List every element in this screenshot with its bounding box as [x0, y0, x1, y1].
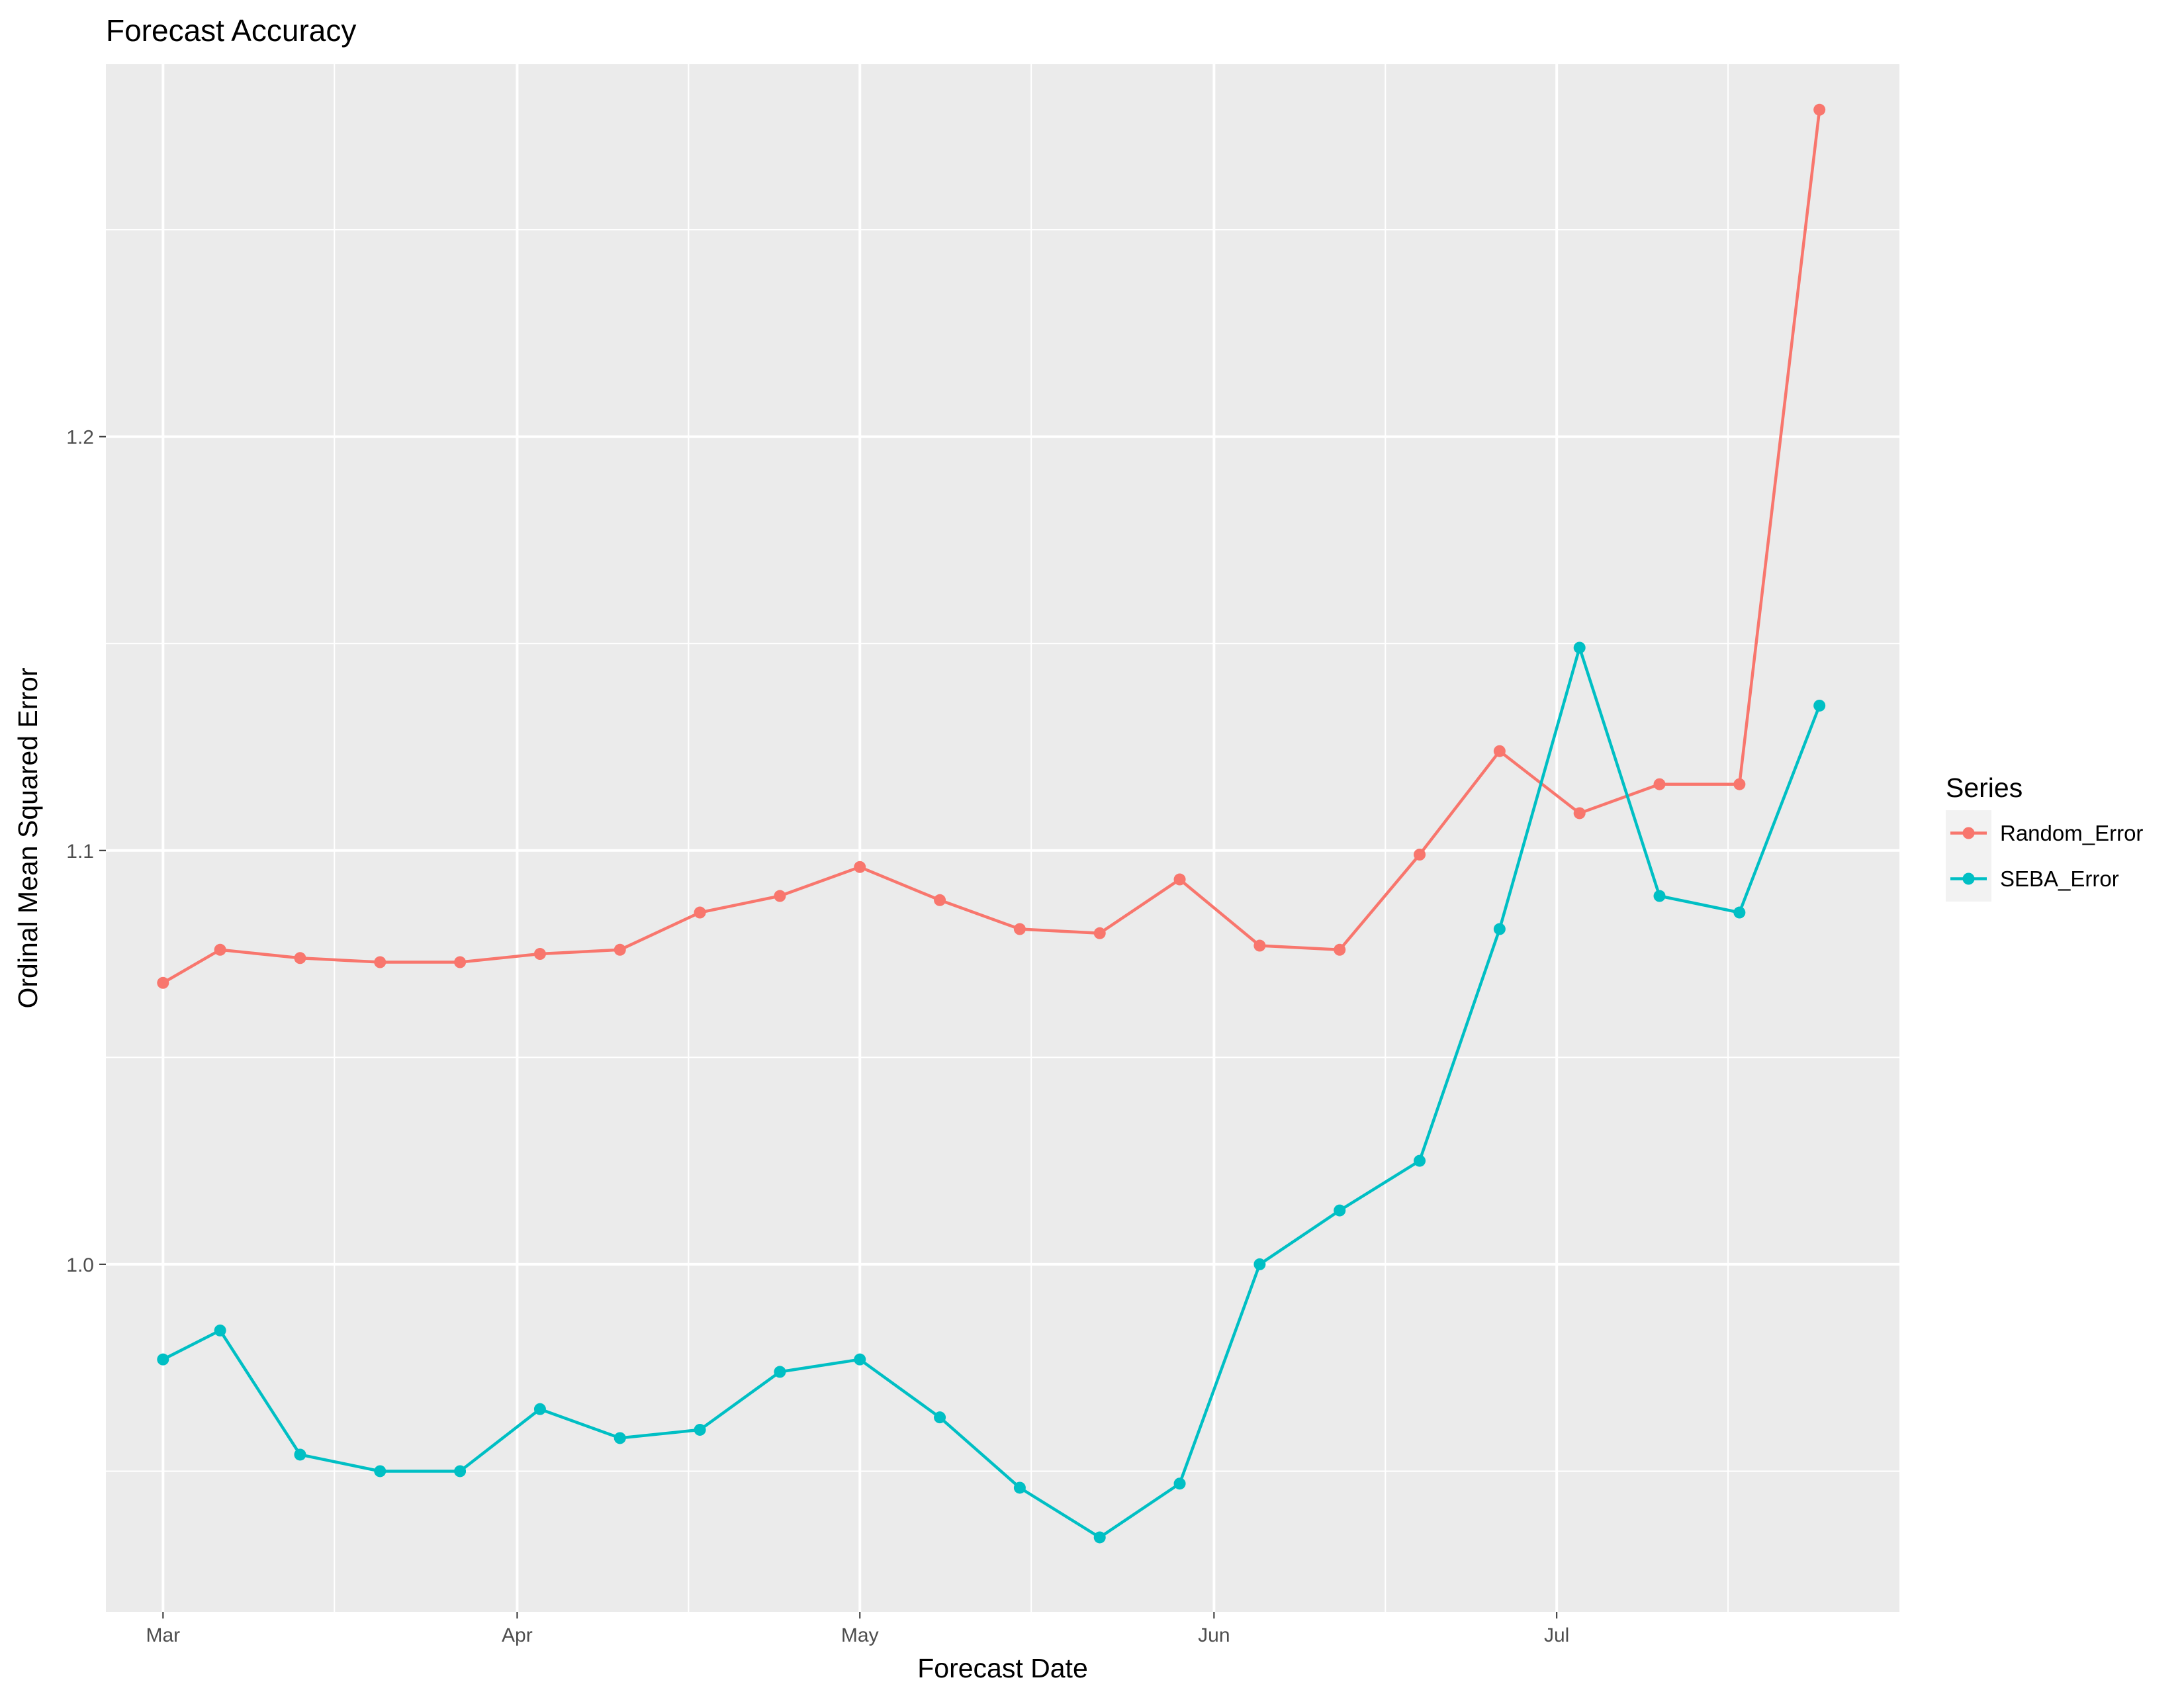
data-point-random-error: [774, 890, 786, 902]
x-axis-title: Forecast Date: [917, 1653, 1088, 1683]
legend-title: Series: [1946, 773, 2023, 803]
data-point-random-error: [1253, 939, 1266, 952]
data-point-random-error: [1334, 943, 1346, 956]
legend-label: SEBA_Error: [2000, 867, 2119, 891]
data-point-random-error: [934, 894, 946, 906]
x-tick-label: Mar: [146, 1624, 180, 1646]
data-point-seba-error: [1493, 923, 1506, 935]
x-tick-label: May: [841, 1624, 879, 1646]
y-axis-title: Ordinal Mean Squared Error: [13, 667, 43, 1008]
data-point-seba-error: [157, 1353, 169, 1366]
data-point-seba-error: [614, 1432, 626, 1444]
y-axis: 1.0 1.1 1.2: [66, 427, 106, 1276]
series-line-random-error: [162, 109, 1821, 984]
data-point-random-error: [1414, 849, 1426, 861]
data-point-seba-error: [1173, 1477, 1186, 1490]
data-point-seba-error: [1414, 1154, 1426, 1167]
data-point-random-error: [854, 861, 866, 873]
data-point-random-error: [1013, 923, 1026, 935]
data-point-random-error: [614, 943, 626, 956]
data-point-seba-error: [1013, 1481, 1026, 1494]
data-point-random-error: [694, 906, 706, 919]
data-point-random-error: [1733, 778, 1746, 790]
data-point-random-error: [1813, 103, 1826, 116]
data-point-seba-error: [774, 1366, 786, 1378]
data-point-seba-error: [694, 1423, 706, 1436]
data-point-seba-error: [1733, 906, 1746, 919]
data-point-seba-error: [214, 1324, 226, 1336]
y-tick-label: 1.1: [66, 841, 94, 863]
legend-key-point: [1962, 827, 1975, 839]
data-point-seba-error: [294, 1448, 306, 1461]
data-point-seba-error: [1653, 890, 1666, 902]
legend-key-point: [1962, 872, 1975, 885]
series-line-seba-error: [162, 646, 1821, 1539]
data-point-seba-error: [533, 1403, 546, 1415]
minor-gridlines: [106, 64, 1899, 1612]
data-point-seba-error: [454, 1465, 467, 1477]
x-tick-label: Jun: [1198, 1624, 1230, 1646]
data-point-seba-error: [1334, 1204, 1346, 1217]
legend: Series Random_Error SEBA_Error: [1946, 773, 2143, 902]
data-point-random-error: [214, 943, 226, 956]
data-point-random-error: [1093, 927, 1106, 939]
x-tick-label: Apr: [502, 1624, 533, 1646]
y-tick-label: 1.2: [66, 427, 94, 449]
data-point-random-error: [157, 976, 169, 989]
x-axis: Mar Apr May Jun Jul: [146, 1612, 1569, 1646]
data-point-seba-error: [1093, 1531, 1106, 1544]
chart-title: Forecast Accuracy: [106, 13, 356, 48]
data-point-seba-error: [1813, 699, 1826, 712]
data-point-random-error: [533, 948, 546, 961]
data-point-seba-error: [374, 1465, 387, 1477]
data-point-random-error: [1493, 745, 1506, 757]
plot-panel: [106, 64, 1899, 1612]
series-layer: [157, 103, 1826, 1544]
legend-label: Random_Error: [2000, 821, 2143, 845]
data-point-seba-error: [1253, 1258, 1266, 1270]
data-point-random-error: [1573, 807, 1586, 820]
y-tick-label: 1.0: [66, 1254, 94, 1276]
data-point-seba-error: [934, 1411, 946, 1424]
data-point-random-error: [454, 956, 467, 968]
x-tick-label: Jul: [1544, 1624, 1569, 1646]
data-point-random-error: [1653, 778, 1666, 790]
data-point-random-error: [294, 952, 306, 964]
data-point-seba-error: [1573, 641, 1586, 654]
data-point-seba-error: [854, 1353, 866, 1366]
data-point-random-error: [1173, 873, 1186, 886]
data-point-random-error: [374, 956, 387, 968]
